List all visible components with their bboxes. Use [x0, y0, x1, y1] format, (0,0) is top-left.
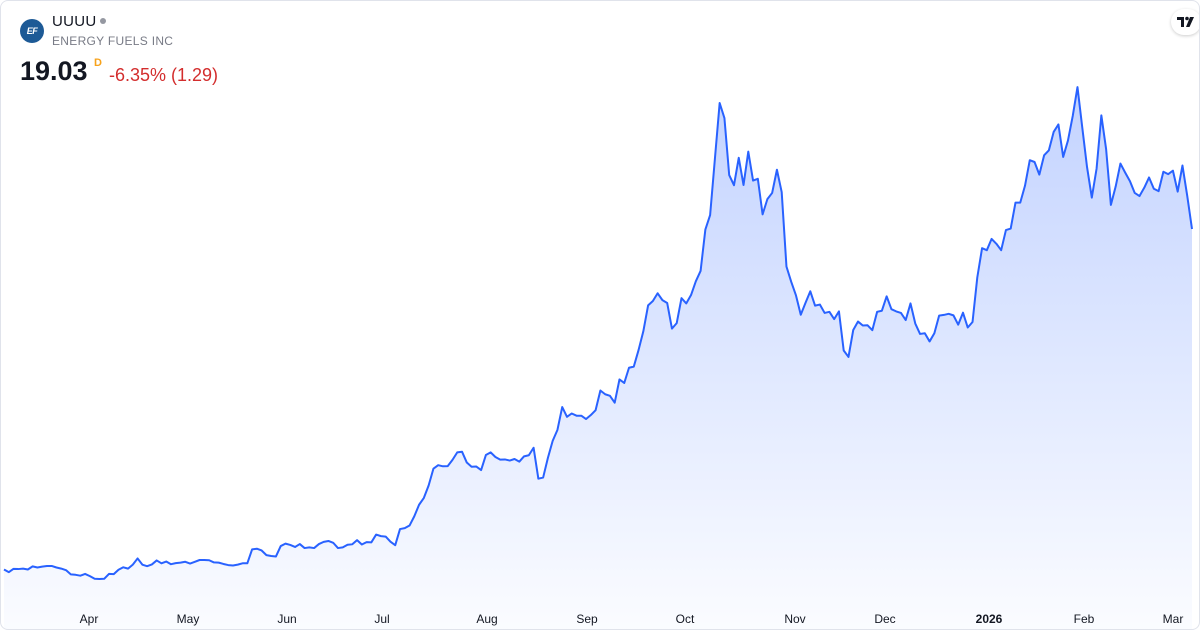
tradingview-logo-icon[interactable] — [1171, 9, 1199, 35]
company-logo-icon: EF — [20, 19, 44, 43]
x-tick-label: Apr — [80, 612, 99, 626]
price-change: -6.35% (1.29) — [109, 65, 219, 85]
company-name: ENERGY FUELS INC — [52, 34, 174, 48]
x-tick-label: Jul — [374, 612, 389, 626]
x-tick-label: May — [177, 612, 200, 626]
price-area-fill — [4, 87, 1192, 629]
x-tick-label: Jun — [277, 612, 296, 626]
price-line — [3, 86, 1193, 580]
x-tick-label: Dec — [874, 612, 895, 626]
last-price: 19.03 — [20, 56, 88, 86]
interval-badge: D — [94, 57, 102, 69]
x-tick-label: Aug — [476, 612, 497, 626]
x-tick-label: 2026 — [976, 612, 1003, 626]
x-tick-label: Feb — [1074, 612, 1095, 626]
tradingview-mark-icon — [1177, 16, 1194, 27]
x-tick-label: Oct — [676, 612, 695, 626]
market-status-dot-icon — [100, 18, 106, 24]
ticker-symbol[interactable]: UUUU — [52, 13, 97, 30]
logo-text: EF — [26, 26, 38, 36]
x-tick-label: Sep — [576, 612, 598, 626]
x-tick-label: Nov — [784, 612, 805, 626]
x-tick-label: Mar — [1163, 612, 1184, 626]
